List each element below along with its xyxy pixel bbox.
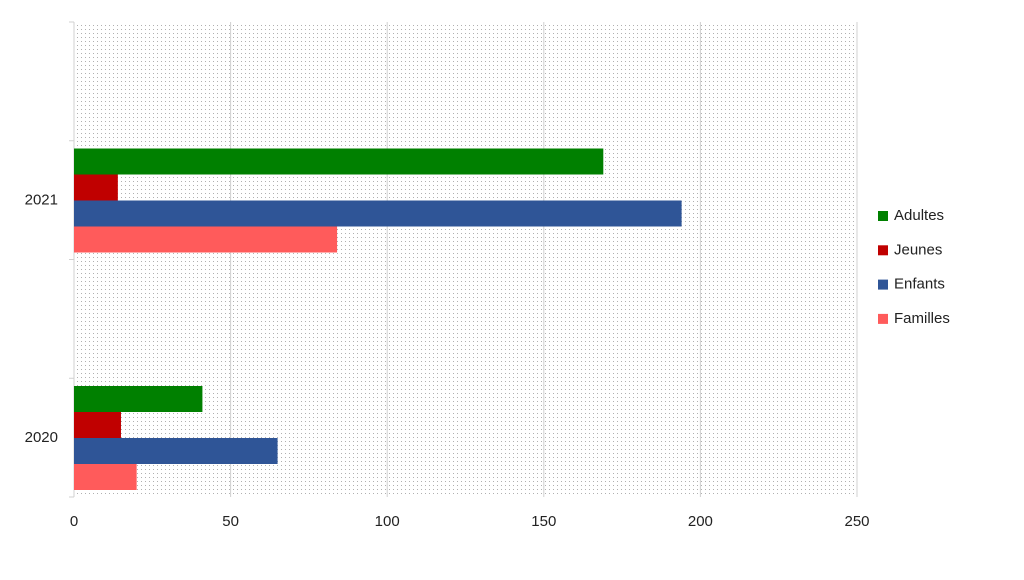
bar bbox=[74, 412, 121, 438]
legend-label: Adultes bbox=[894, 207, 944, 224]
bar bbox=[74, 438, 278, 464]
legend-swatch bbox=[878, 313, 888, 324]
legend-label: Familles bbox=[894, 310, 950, 327]
y-tick-label: 2021 bbox=[25, 191, 58, 208]
x-tick-label: 0 bbox=[70, 513, 78, 530]
legend-swatch bbox=[878, 211, 888, 221]
legend-swatch bbox=[878, 245, 888, 256]
legend-label: Jeunes bbox=[894, 241, 942, 258]
bar bbox=[74, 148, 604, 175]
bar bbox=[74, 386, 203, 412]
x-tick-label: 200 bbox=[688, 513, 713, 530]
legend-swatch bbox=[878, 279, 888, 290]
bar bbox=[74, 174, 118, 201]
legend-label: Enfants bbox=[894, 276, 945, 293]
bar bbox=[74, 226, 338, 253]
x-tick-label: 150 bbox=[531, 513, 556, 530]
y-tick-label: 2020 bbox=[25, 429, 58, 446]
bar bbox=[74, 200, 682, 227]
plot-area bbox=[74, 22, 857, 497]
x-tick-label: 250 bbox=[844, 513, 869, 530]
x-tick-label: 100 bbox=[375, 513, 400, 530]
x-tick-label: 50 bbox=[222, 513, 239, 530]
bar bbox=[74, 464, 137, 490]
